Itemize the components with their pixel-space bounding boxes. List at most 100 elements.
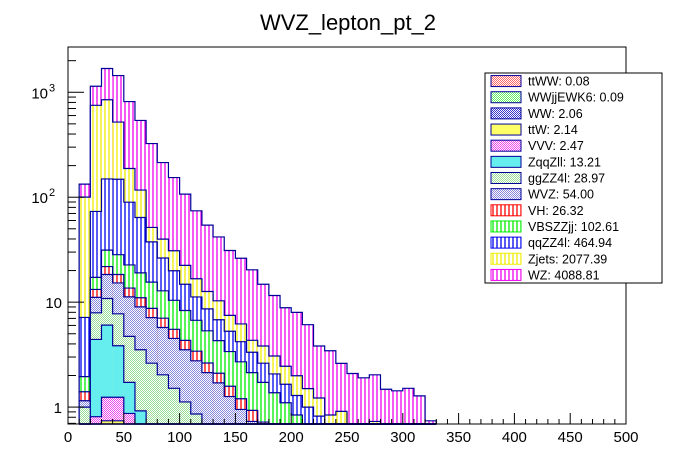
- bar-zjets-270: [369, 421, 381, 424]
- bar-wz-270: [369, 374, 381, 424]
- x-tick-label: 200: [279, 429, 304, 446]
- bar-wz-220: [313, 346, 325, 424]
- bar-wz-300: [402, 388, 414, 424]
- bar-wz-320: [425, 420, 437, 424]
- x-tick-label: 150: [223, 429, 248, 446]
- x-tick-label: 350: [446, 429, 471, 446]
- bar-wvz-100: [179, 349, 191, 424]
- legend-label: VH: 26.32: [528, 204, 584, 218]
- bar-ttw-40: [112, 420, 124, 424]
- legend-swatch: [490, 123, 522, 136]
- x-tick-label: 100: [167, 429, 192, 446]
- legend-swatch: [490, 75, 522, 88]
- legend-label: VBSZZjj: 102.61: [528, 220, 619, 234]
- legend-swatch: [490, 91, 522, 104]
- bar-vvv-40: [112, 397, 124, 424]
- bar-wz-310: [413, 395, 426, 424]
- bar-vh-160: [246, 410, 258, 424]
- legend-entry-ttww: ttWW: 0.08: [490, 75, 590, 89]
- x-tick-label: 450: [558, 429, 583, 446]
- bar-wz-230: [324, 350, 336, 424]
- bar-wvz-90: [168, 338, 180, 424]
- bar-vbszzjj-160: [246, 372, 258, 424]
- bar-wz-250: [347, 373, 359, 424]
- bar-wz-280: [380, 389, 392, 424]
- outline-wz: [78, 67, 437, 424]
- x-tick-label: 300: [390, 429, 415, 446]
- legend-label: ttW: 2.14: [528, 123, 578, 137]
- legend-swatch: [490, 236, 522, 249]
- bar-qqzz4l-200: [291, 395, 303, 424]
- legend-entry-vh: VH: 26.32: [490, 204, 584, 218]
- legend-label: ttWW: 0.08: [528, 75, 590, 89]
- legend-label: VVV: 2.47: [528, 139, 584, 153]
- bar-wz-260: [358, 377, 370, 424]
- legend-swatch: [490, 204, 522, 217]
- legend-label: ggZZ4l: 28.97: [528, 172, 605, 186]
- legend-entry-wvz: WVZ: 54.00: [490, 188, 594, 202]
- y-tick-label: 10: [45, 295, 62, 312]
- legend-entry-zjets: Zjets: 2077.39: [490, 252, 607, 266]
- bar-vbszzjj-170: [257, 382, 269, 424]
- chart-title: WVZ_lepton_pt_2: [260, 10, 436, 35]
- bar-vbszzjj-190: [280, 402, 292, 424]
- bar-wvz-130: [213, 382, 225, 424]
- x-tick-label: 400: [502, 429, 527, 446]
- legend-entry-ww: WW: 2.06: [490, 107, 583, 121]
- legend-label: WW: 2.06: [528, 107, 583, 121]
- x-tick-label: 0: [64, 429, 72, 446]
- bar-vbszzjj-200: [291, 415, 303, 424]
- y-tick-label-exponent: 2: [49, 187, 55, 199]
- bar-zqqzll-60: [134, 410, 147, 424]
- bar-ggzz4l-90: [168, 388, 180, 424]
- bar-qqzz4l-220: [313, 416, 325, 424]
- bar-ggzz4l-10: [79, 407, 91, 424]
- legend: ttWW: 0.08 WWjjEWK6: 0.09 WW: 2.06 ttW: 2.1…: [484, 72, 663, 284]
- bar-qqzz4l-10: [79, 317, 91, 424]
- x-axis: 0 50 100 150 200 250 300 350 400 450 500: [64, 413, 639, 446]
- bar-ttw-30: [101, 420, 113, 424]
- bar-wz-200: [291, 312, 303, 424]
- bar-wz-290: [391, 390, 403, 424]
- bar-ggzz4l-110: [190, 413, 202, 424]
- bar-vh-170: [257, 422, 269, 424]
- bar-zjets-230: [324, 415, 336, 424]
- legend-swatch: [490, 139, 522, 152]
- bar-vvv-50: [123, 413, 135, 424]
- bar-vvv-30: [101, 397, 113, 424]
- bar-zqqzll-40: [112, 345, 124, 424]
- y-tick-label: 10: [31, 190, 48, 207]
- legend-entry-qqzz4l: qqZZ4l: 464.94: [490, 236, 612, 250]
- bar-zqqzll-50: [123, 382, 135, 424]
- bar-wz-240: [335, 363, 347, 424]
- legend-swatch: [490, 107, 522, 120]
- legend-entry-vvv: VVV: 2.47: [490, 139, 584, 153]
- bar-qqzz4l-210: [302, 407, 314, 424]
- legend-label: WZ: 4088.81: [528, 268, 600, 282]
- legend-entry-wz: WZ: 4088.81: [490, 268, 600, 282]
- bar-ggzz4l-70: [146, 363, 158, 424]
- legend-swatch: [490, 155, 522, 168]
- bar-ggzz4l-60: [134, 349, 147, 424]
- legend-label: WWjjEWK6: 0.09: [528, 91, 624, 105]
- stacked-histogram-bars: [78, 67, 437, 425]
- legend-label: WVZ: 54.00: [528, 188, 594, 202]
- bar-wvz-120: [201, 372, 214, 424]
- legend-entry-wwjjewk6: WWjjEWK6: 0.09: [490, 91, 624, 105]
- bar-zqqzll-20: [90, 339, 102, 424]
- x-tick-label: 250: [334, 429, 359, 446]
- bar-zjets-240: [335, 411, 347, 424]
- bar-zjets-210: [302, 388, 314, 424]
- bar-wvz-140: [224, 396, 236, 424]
- legend-label: ZqqZll: 13.21: [528, 155, 601, 169]
- bar-wz-210: [302, 324, 314, 424]
- legend-swatch: [490, 268, 522, 281]
- bar-vvv-20: [90, 416, 102, 424]
- bar-ggzz4l-50: [123, 336, 135, 424]
- x-tick-label: 50: [115, 429, 132, 446]
- bar-zjets-10: [79, 197, 91, 424]
- legend-swatch: [490, 220, 522, 233]
- y-tick-label-exponent: 3: [49, 82, 55, 94]
- bar-ggzz4l-80: [157, 374, 169, 424]
